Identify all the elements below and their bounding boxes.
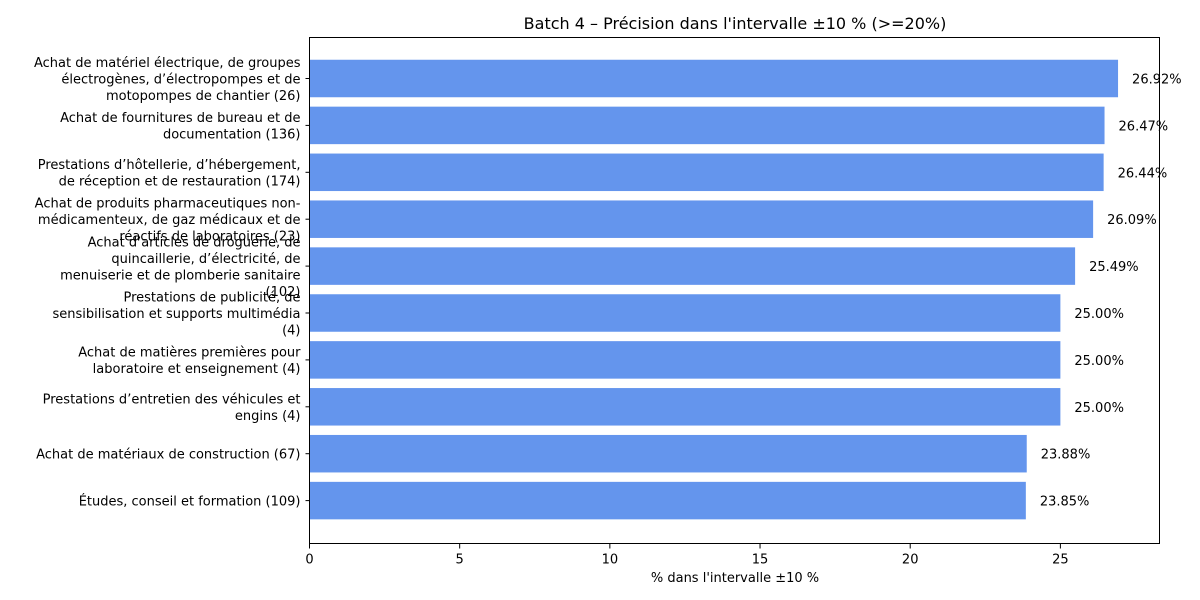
bar-value-label: 25.49% — [1089, 260, 1139, 275]
bar-value-label: 26.44% — [1118, 166, 1168, 181]
x-tick-label: 20 — [902, 553, 919, 568]
bar-value-label: 25.00% — [1074, 307, 1124, 322]
y-tick-label-line: Achat de matériaux de construction (67) — [36, 448, 300, 463]
y-tick-label: Achat de produits pharmaceutiques non-mé… — [35, 197, 301, 245]
x-tick-label: 25 — [1052, 553, 1069, 568]
x-tick-label: 0 — [305, 553, 313, 568]
y-tick-label-line: Achat de matières premières pour — [78, 346, 301, 361]
x-tick-label: 5 — [456, 553, 464, 568]
y-tick-label: Études, conseil et formation (109) — [79, 494, 301, 510]
y-tick-label-line: motopompes de chantier (26) — [106, 89, 301, 104]
bar — [309, 247, 1076, 285]
y-tick-label-line: sensibilisation et supports multimédia — [52, 307, 300, 322]
y-tick-label: Achat d’articles de droguerie, de quincai… — [60, 235, 300, 300]
y-tick-label-line: électrogènes, d’électropompes et de — [61, 73, 300, 88]
y-tick-label: Achat de fournitures de bureau et de docu… — [60, 111, 300, 142]
bar-value-label: 25.00% — [1074, 401, 1124, 416]
bar — [309, 341, 1061, 379]
y-tick-label-line: Achat de fournitures de bureau et de — [60, 111, 300, 126]
bar-value-label: 26.92% — [1132, 73, 1182, 88]
bar — [309, 106, 1105, 145]
y-tick-label-line: Études, conseil et formation (109) — [79, 494, 301, 510]
y-tick-label-line: documentation (136) — [163, 128, 301, 143]
bar-value-label: 26.47% — [1119, 119, 1169, 134]
bar-value-label: 23.85% — [1040, 495, 1090, 510]
y-tick-label-line: Prestations d’hôtellerie, d’hébergement, — [38, 158, 301, 173]
y-tick-label-line: (4) — [282, 324, 300, 339]
bars-layer — [309, 59, 1119, 520]
y-tick-label-line: Achat de matériel électrique, de groupes — [34, 56, 301, 71]
bar-value-label: 26.09% — [1107, 213, 1157, 228]
bar — [309, 388, 1061, 426]
y-tick-label-line: médicamenteux, de gaz médicaux et de — [38, 213, 301, 228]
y-tick-label-line: de réception et de restauration (174) — [59, 175, 301, 190]
y-tick-label: Prestations d’entretien des véhicules et… — [43, 393, 301, 425]
x-axis-label: % dans l'intervalle ±10 % — [651, 571, 819, 586]
bar — [309, 481, 1026, 520]
y-tick-label: Achat de matériel électrique, de groupes… — [34, 56, 301, 104]
bar-value-label: 23.88% — [1041, 448, 1091, 463]
x-axis: 0 5 10 15 20 25 — [305, 543, 1069, 568]
y-tick-label-line: laboratoire et enseignement (4) — [93, 362, 301, 377]
y-tick-label-line: (102) — [266, 285, 301, 300]
value-labels-layer: 26.92% 26.47% 26.44% 26.09% 25.49% 25.00% 25.0… — [1040, 73, 1182, 510]
bar — [309, 200, 1094, 238]
plot-frame — [309, 37, 1160, 544]
chart-title: Batch 4 – Précision dans l'intervalle ±1… — [524, 14, 947, 33]
y-tick-label: Achat de matériaux de construction (67) — [36, 448, 300, 463]
y-tick-label-line: réactifs de laboratoires (23) — [119, 230, 300, 245]
bar — [309, 153, 1104, 192]
bar — [309, 434, 1027, 473]
bar — [309, 59, 1119, 98]
y-tick-label-line: menuiserie et de plomberie sanitaire — [60, 268, 300, 283]
y-tick-label-line: Achat de produits pharmaceutiques non- — [35, 197, 301, 212]
x-tick-label: 10 — [602, 553, 619, 568]
y-tick-label: Prestations d’hôtellerie, d’hébergement,… — [38, 158, 301, 190]
x-tick-label: 15 — [752, 553, 769, 568]
y-tick-label: Achat de matières premières pour laborato… — [78, 346, 301, 378]
bar — [309, 294, 1061, 332]
y-tick-label-line: Prestations d’entretien des véhicules et — [43, 393, 301, 408]
y-tick-label: Prestations de publicité, de sensibilisat… — [52, 291, 300, 339]
y-tick-label-line: Prestations de publicité, de — [123, 291, 300, 306]
y-tick-label-line: engins (4) — [235, 409, 301, 424]
y-axis: Achat de matériel électrique, de groupes… — [34, 56, 310, 510]
bar-value-label: 25.00% — [1074, 354, 1124, 369]
y-tick-label-line: Achat d’articles de droguerie, de — [88, 235, 301, 250]
y-tick-label-line: quincaillerie, d’électricité, de — [111, 252, 300, 267]
